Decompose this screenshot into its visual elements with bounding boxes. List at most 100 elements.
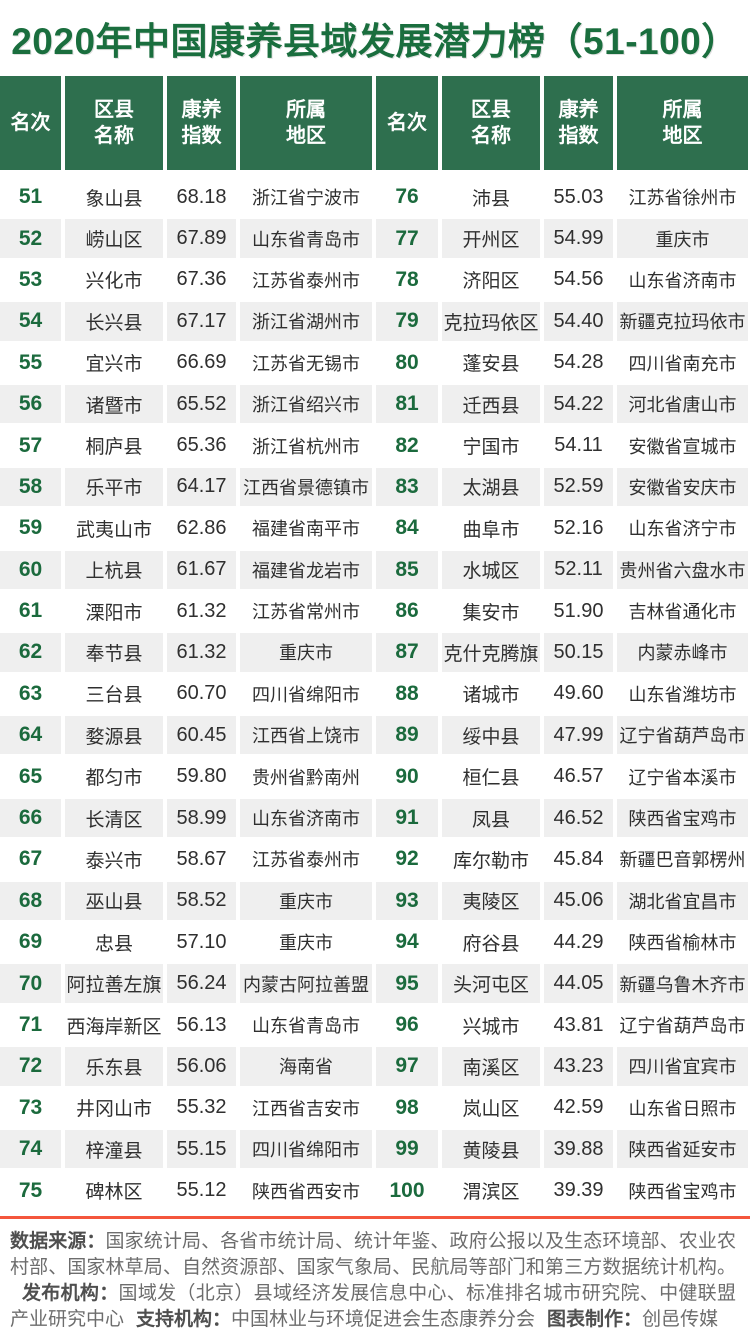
footer-section: 图表制作：创邑传媒	[535, 1309, 718, 1330]
index-cell: 59.80	[167, 755, 236, 797]
county-name-cell: 碑林区	[65, 1169, 163, 1211]
county-name-cell: 黄陵县	[442, 1127, 540, 1170]
region-cell: 贵州省六盘水市	[617, 548, 748, 590]
rank-cell: 61	[0, 589, 61, 632]
footer-section-label: 支持机构：	[136, 1309, 232, 1331]
region-cell: 福建省龙岩市	[240, 548, 372, 590]
header-cell-region: 所属 地区	[240, 76, 372, 170]
county-name-cell: 府谷县	[442, 921, 540, 963]
footer-section-text: 创邑传媒	[642, 1309, 719, 1331]
index-cell: 68.18	[167, 176, 236, 218]
rank-cell: 57	[0, 424, 61, 466]
region-cell: 山东省济南市	[617, 258, 748, 301]
region-cell: 四川省南充市	[617, 341, 748, 383]
index-cell: 56.24	[167, 962, 236, 1004]
rank-cell: 85	[376, 548, 438, 590]
county-name-cell: 兴化市	[65, 258, 163, 301]
county-name-cell: 溧阳市	[65, 589, 163, 632]
county-name-cell: 长清区	[65, 796, 163, 839]
index-cell: 39.88	[544, 1127, 613, 1170]
page-title: 2020年中国康养县域发展潜力榜（51-100）	[11, 21, 739, 62]
rank-cell: 99	[376, 1127, 438, 1170]
rank-cell: 94	[376, 921, 438, 963]
region-cell: 浙江省绍兴市	[240, 382, 372, 425]
county-name-cell: 济阳区	[442, 258, 540, 301]
region-cell: 重庆市	[617, 217, 748, 259]
rank-cell: 68	[0, 879, 61, 922]
region-cell: 重庆市	[240, 631, 372, 673]
index-cell: 54.28	[544, 341, 613, 383]
rank-cell: 81	[376, 382, 438, 425]
rank-cell: 83	[376, 465, 438, 508]
ranking-table: 名次 区县 名称 康养 指数 所属 地区 名次 区县 名称 康养 指数 所属 地区 51 象山县 6…	[0, 76, 748, 1211]
rank-cell: 58	[0, 465, 61, 508]
county-name-cell: 宁国市	[442, 424, 540, 466]
county-name-cell: 阿拉善左旗	[65, 962, 163, 1004]
county-name-cell: 克什克腾旗	[442, 631, 540, 673]
index-cell: 54.22	[544, 382, 613, 425]
footer-section: 支持机构：中国林业与环境促进会生态康养分会	[124, 1309, 535, 1330]
red-divider	[0, 1215, 750, 1219]
rank-cell: 72	[0, 1045, 61, 1087]
footer-notes: 数据来源：国家统计局、各省市统计局、统计年鉴、政府公报以及生态环境部、农业农村部…	[0, 1219, 750, 1334]
index-cell: 44.29	[544, 921, 613, 963]
rank-cell: 97	[376, 1045, 438, 1087]
county-name-cell: 梓潼县	[65, 1127, 163, 1170]
region-cell: 安徽省安庆市	[617, 465, 748, 508]
region-cell: 山东省青岛市	[240, 217, 372, 259]
region-cell: 陕西省榆林市	[617, 921, 748, 963]
index-cell: 54.11	[544, 424, 613, 466]
rank-cell: 92	[376, 838, 438, 880]
region-cell: 山东省济宁市	[617, 507, 748, 549]
rank-cell: 96	[376, 1003, 438, 1046]
region-cell: 四川省宜宾市	[617, 1045, 748, 1087]
county-name-cell: 渭滨区	[442, 1169, 540, 1211]
index-cell: 58.52	[167, 879, 236, 922]
rank-cell: 90	[376, 755, 438, 797]
county-name-cell: 开州区	[442, 217, 540, 259]
region-cell: 江苏省无锡市	[240, 341, 372, 383]
region-cell: 安徽省宣城市	[617, 424, 748, 466]
rank-cell: 64	[0, 714, 61, 756]
region-cell: 山东省潍坊市	[617, 672, 748, 715]
index-cell: 61.67	[167, 548, 236, 590]
rank-cell: 67	[0, 838, 61, 880]
region-cell: 重庆市	[240, 879, 372, 922]
county-name-cell: 上杭县	[65, 548, 163, 590]
rank-cell: 78	[376, 258, 438, 301]
index-cell: 61.32	[167, 589, 236, 632]
index-cell: 45.06	[544, 879, 613, 922]
rank-cell: 91	[376, 796, 438, 839]
rank-cell: 86	[376, 589, 438, 632]
header-cell-county-name: 区县 名称	[442, 76, 540, 170]
county-name-cell: 迁西县	[442, 382, 540, 425]
rank-cell: 56	[0, 382, 61, 425]
region-cell: 江西省吉安市	[240, 1086, 372, 1128]
index-cell: 55.03	[544, 176, 613, 218]
index-cell: 58.99	[167, 796, 236, 839]
region-cell: 新疆克拉玛依市	[617, 300, 748, 342]
county-name-cell: 西海岸新区	[65, 1003, 163, 1046]
rank-cell: 88	[376, 672, 438, 715]
index-cell: 60.45	[167, 714, 236, 756]
header-cell-rank: 名次	[376, 76, 438, 170]
footer-section-text: 中国林业与环境促进会生态康养分会	[231, 1309, 536, 1331]
index-cell: 49.60	[544, 672, 613, 715]
region-cell: 陕西省宝鸡市	[617, 796, 748, 839]
county-name-cell: 忠县	[65, 921, 163, 963]
rank-cell: 60	[0, 548, 61, 590]
region-cell: 山东省济南市	[240, 796, 372, 839]
county-name-cell: 诸城市	[442, 672, 540, 715]
county-name-cell: 桓仁县	[442, 755, 540, 797]
county-name-cell: 绥中县	[442, 714, 540, 756]
index-cell: 44.05	[544, 962, 613, 1004]
rank-cell: 51	[0, 176, 61, 218]
index-cell: 52.16	[544, 507, 613, 549]
county-name-cell: 都匀市	[65, 755, 163, 797]
rank-cell: 66	[0, 796, 61, 839]
index-cell: 50.15	[544, 631, 613, 673]
region-cell: 江苏省泰州市	[240, 258, 372, 301]
county-name-cell: 乐平市	[65, 465, 163, 508]
county-name-cell: 三台县	[65, 672, 163, 715]
county-name-cell: 集安市	[442, 589, 540, 632]
